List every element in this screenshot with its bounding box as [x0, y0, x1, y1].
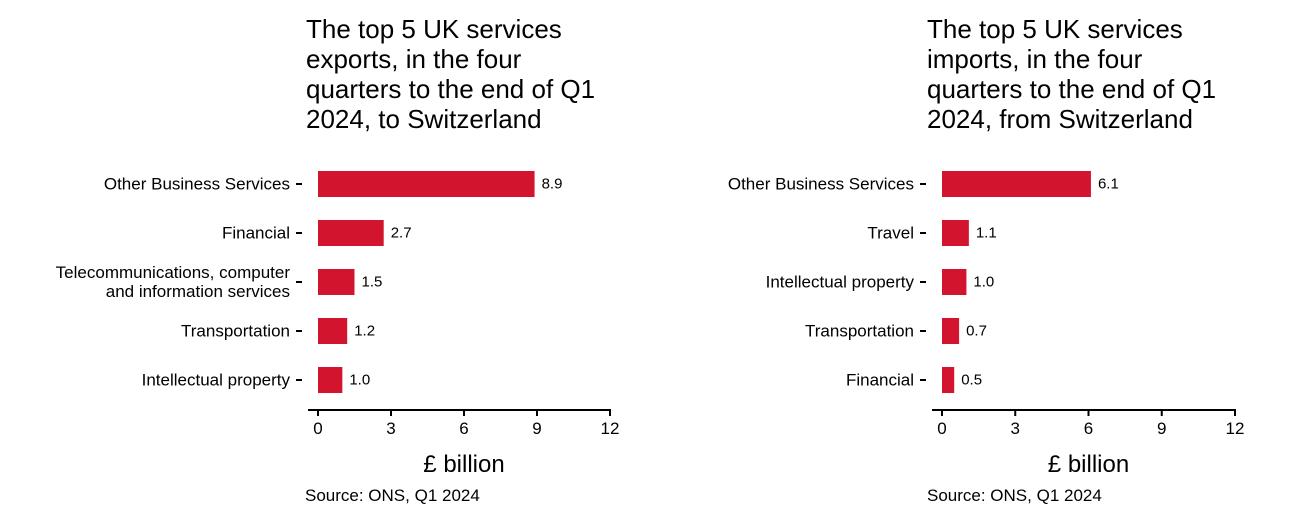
bar — [942, 269, 967, 295]
bar — [942, 171, 1091, 197]
x-tick-label: 3 — [1011, 419, 1020, 438]
bar — [318, 367, 343, 393]
bar — [942, 318, 960, 344]
x-tick-label: 3 — [386, 419, 395, 438]
x-tick-label: 9 — [532, 419, 541, 438]
category-label: Intellectual property — [142, 371, 291, 390]
category-label: Travel — [867, 224, 914, 243]
category-label: and information services — [106, 282, 290, 301]
x-tick-label: 12 — [601, 419, 620, 438]
bar — [318, 171, 535, 197]
chart-title: The top 5 UK services imports, in the fo… — [927, 14, 1217, 134]
imports-chart-panel: The top 5 UK services imports, in the fo… — [652, 0, 1304, 508]
bar — [318, 269, 355, 295]
category-label: Financial — [846, 371, 914, 390]
data-label: 6.1 — [1098, 176, 1119, 193]
data-label: 1.5 — [362, 274, 383, 291]
source-note: Source: ONS, Q1 2024 — [305, 486, 480, 505]
category-label: Other Business Services — [104, 175, 290, 194]
data-label: 0.5 — [961, 372, 982, 389]
exports-chart-panel: The top 5 UK services exports, in the fo… — [56, 14, 620, 505]
category-label: Transportation — [181, 322, 290, 341]
data-label: 8.9 — [542, 176, 563, 193]
category-label: Transportation — [805, 322, 914, 341]
x-tick-label: 6 — [1084, 419, 1093, 438]
chart-title: The top 5 UK services exports, in the fo… — [306, 14, 596, 134]
category-label: Financial — [222, 224, 290, 243]
x-tick-label: 12 — [1226, 419, 1245, 438]
data-label: 1.0 — [973, 274, 994, 291]
bar — [942, 367, 955, 393]
bar — [942, 220, 969, 246]
imports-bar-chart: 6.1 Other Business Services 1.1 Travel 1.0 In… — [728, 171, 1245, 478]
data-label: 0.7 — [966, 323, 987, 340]
category-label: Other Business Services — [728, 175, 914, 194]
data-label: 1.1 — [976, 225, 997, 242]
bar — [318, 220, 384, 246]
bar — [318, 318, 348, 344]
x-tick-label: 9 — [1157, 419, 1166, 438]
x-axis-title: £ billion — [423, 451, 504, 478]
exports-bar-chart: 8.9 Other Business Services 2.7 Financial 1.… — [56, 171, 620, 478]
category-label: Intellectual property — [766, 273, 915, 292]
x-tick-label: 0 — [313, 419, 322, 438]
source-note: Source: ONS, Q1 2024 — [927, 486, 1102, 505]
x-axis-title: £ billion — [1048, 451, 1129, 478]
x-tick-label: 6 — [459, 419, 468, 438]
x-tick-label: 0 — [937, 419, 946, 438]
data-label: 2.7 — [391, 225, 412, 242]
category-label: Telecommunications, computer — [56, 263, 291, 282]
data-label: 1.2 — [354, 323, 375, 340]
data-label: 1.0 — [349, 372, 370, 389]
